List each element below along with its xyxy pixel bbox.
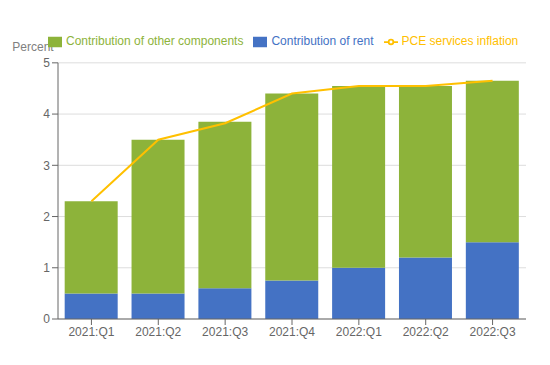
svg-text:3: 3 [43, 159, 50, 173]
html-text:Contribution of rent: Contribution of rent [271, 34, 374, 48]
svg-text:2021:Q2: 2021:Q2 [135, 325, 181, 339]
svg-text:2021:Q1: 2021:Q1 [68, 325, 114, 339]
html-text:Contribution of other componen: Contribution of other components [66, 34, 244, 48]
svg-text:2022:Q1: 2022:Q1 [336, 325, 382, 339]
svg-text:1: 1 [43, 261, 50, 275]
svg-text:2: 2 [43, 210, 50, 224]
svg-text:4: 4 [43, 107, 50, 121]
svg-text:2022:Q2: 2022:Q2 [403, 325, 449, 339]
svg-text:5: 5 [43, 56, 50, 70]
svg-text:2022:Q3: 2022:Q3 [470, 325, 516, 339]
html-text:PCE services inflation: PCE services inflation [401, 34, 519, 48]
svg-text:2021:Q4: 2021:Q4 [269, 325, 315, 339]
svg-text:2021:Q3: 2021:Q3 [202, 325, 248, 339]
svg-text:0: 0 [43, 312, 50, 326]
svg-text:Percent: Percent [12, 40, 54, 54]
